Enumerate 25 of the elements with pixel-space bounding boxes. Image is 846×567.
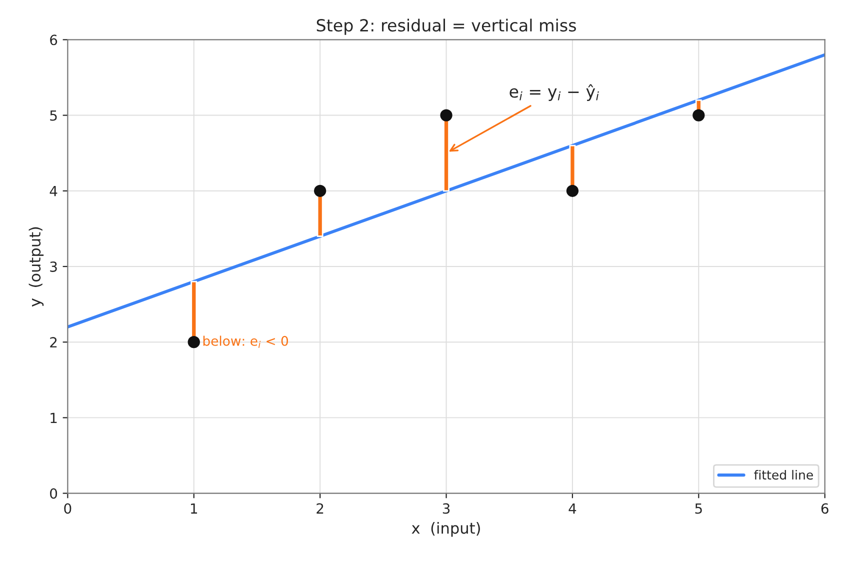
x-axis-title: x (input) xyxy=(412,522,480,537)
point xyxy=(692,109,705,122)
x-tick-label: 1 xyxy=(190,503,198,514)
x-tick-label: 2 xyxy=(316,503,324,514)
y-tick-label: 2 xyxy=(50,337,57,348)
y-axis-title: y (output) xyxy=(28,227,44,307)
point xyxy=(440,109,452,122)
y-tick-label: 3 xyxy=(50,261,57,272)
annotation: below: e$_{i}$ < 0 xyxy=(203,336,288,348)
annotation: e$_{i}$ = y$_{i}$ − ŷ$_{i}$ xyxy=(510,84,599,101)
x-tick-label: 6 xyxy=(821,503,828,514)
y-tick-label: 6 xyxy=(50,34,58,46)
point xyxy=(566,184,579,197)
chart-title: Step 2: residual = vertical miss xyxy=(316,18,576,35)
legend-label: fitted line xyxy=(754,470,813,480)
x-tick-label: 3 xyxy=(442,503,450,514)
y-tick-label: 1 xyxy=(50,412,57,423)
y-tick-label: 0 xyxy=(50,488,58,499)
point xyxy=(314,184,326,197)
y-tick-label: 5 xyxy=(50,110,57,121)
x-tick-label: 4 xyxy=(568,503,576,514)
y-tick-label: 4 xyxy=(50,186,58,196)
x-tick-label: 0 xyxy=(64,503,72,514)
x-tick-label: 5 xyxy=(695,503,702,514)
point xyxy=(188,336,200,348)
